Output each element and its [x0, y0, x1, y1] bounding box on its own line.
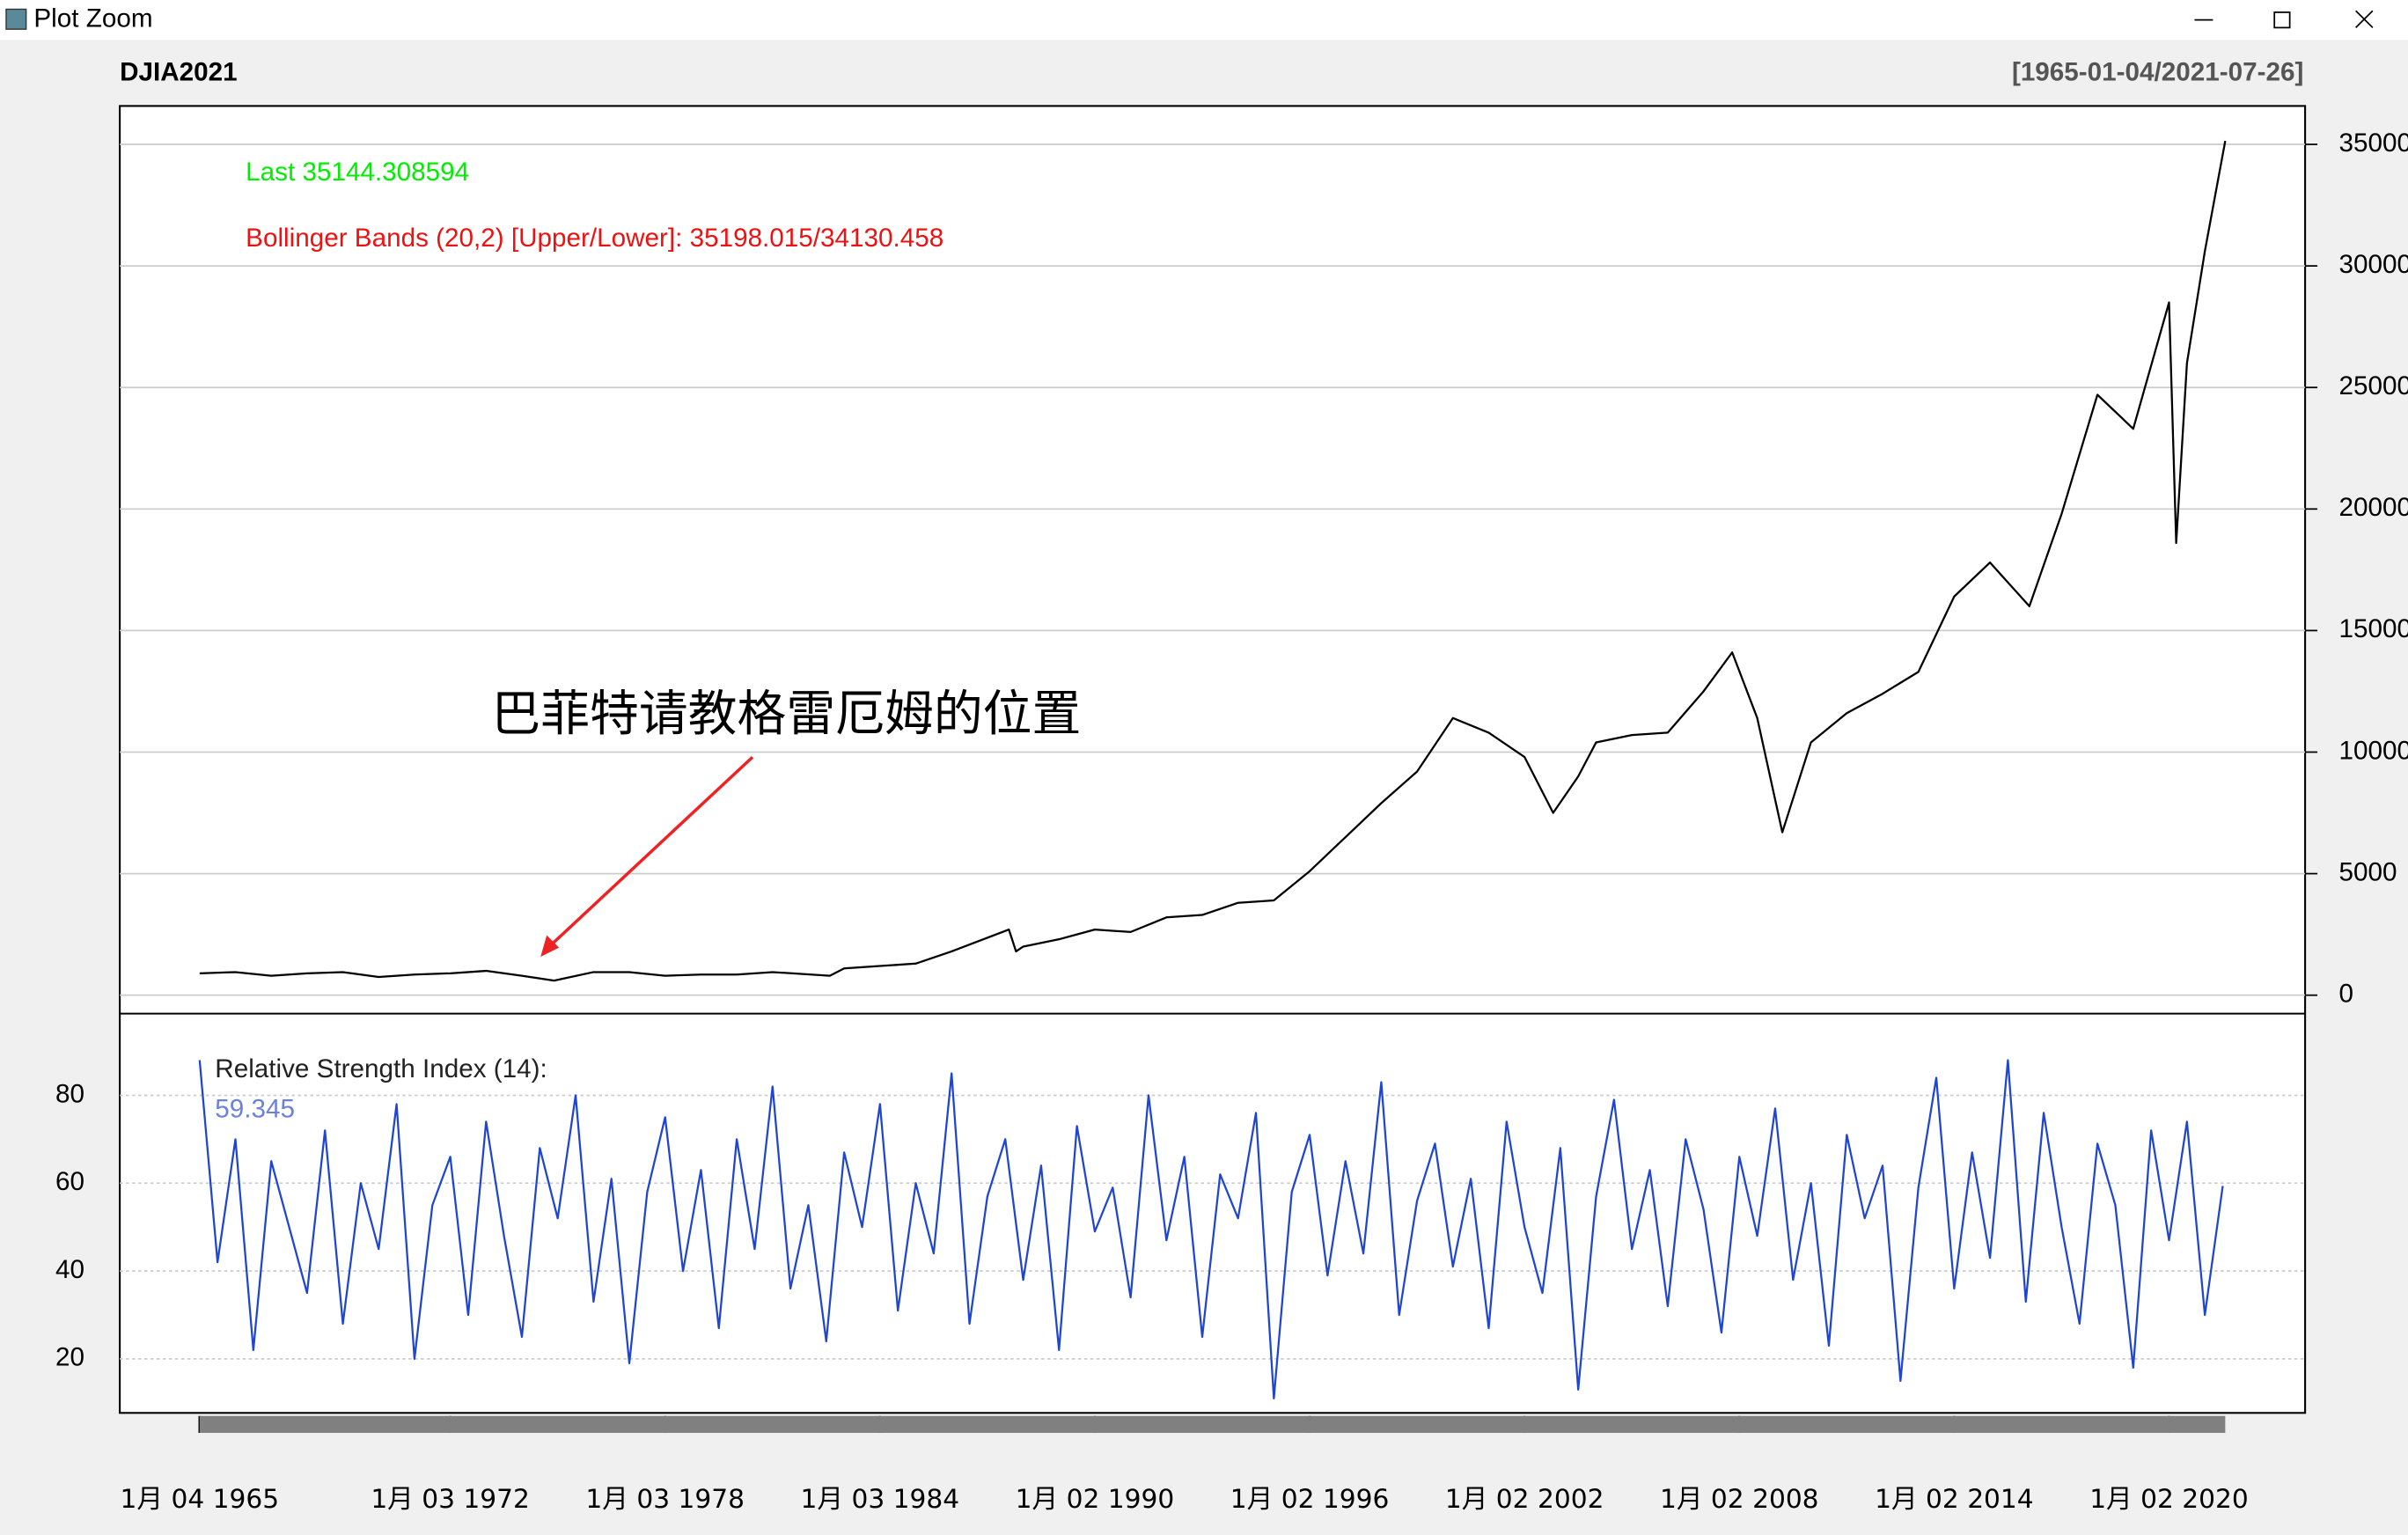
title-bar: [0, 0, 2408, 40]
y-tick-label: 35000: [2338, 129, 2408, 158]
y-tick-label: 20000: [2338, 493, 2408, 522]
data-line: [199, 140, 2227, 982]
annotation: 巴菲特请教格雷厄姆的位置: [491, 686, 1081, 743]
y-tick-label: 30000: [2338, 250, 2408, 279]
chart-subtitle: [1965-01-04/2021-07-26]: [2012, 58, 2303, 87]
window-title: Plot Zoom: [33, 4, 152, 33]
x-axis-strip: [199, 1415, 2226, 1433]
rsi-panel: 20 40 60 80 1月 04 1965 1月 03 1972 1月 03 1978 1月…: [55, 1059, 2306, 1514]
x-tick-label: 1月 04 1965: [121, 1483, 280, 1514]
chart-title: DJIA2021: [120, 58, 238, 87]
x-tick-label: 1月 03 1978: [585, 1483, 745, 1514]
y-tick-label: 5000: [2338, 857, 2397, 886]
plot-area: [119, 105, 2307, 1414]
bollinger-label: Bollinger Bands (20,2) [Upper/Lower]: 35…: [246, 224, 943, 253]
x-tick-label: 1月 02 2002: [1445, 1483, 1604, 1514]
y-tick-label: 10000: [2338, 736, 2408, 765]
x-tick-label: 1月 03 1984: [801, 1483, 960, 1514]
y-tick-label: 0: [2338, 980, 2353, 1009]
x-tick-label: 1月 02 2014: [1875, 1483, 2034, 1514]
x-tick-label: 1月 03 1972: [371, 1483, 530, 1514]
x-tick-label: 1月 02 2020: [2089, 1483, 2249, 1514]
data-line: [198, 1059, 2224, 1399]
x-tick-label: 1月 02 1996: [1230, 1483, 1390, 1514]
rsi-title: Relative Strength Index (14):: [215, 1054, 547, 1083]
rsi-value: 59.345: [215, 1094, 295, 1123]
y-tick-label: 80: [55, 1079, 84, 1108]
y-tick-label: 60: [55, 1167, 84, 1196]
y-tick-label: 15000: [2338, 614, 2408, 643]
y-tick-label: 20: [55, 1343, 84, 1372]
window-icon: [5, 8, 27, 30]
x-tick-label: 1月 02 1990: [1016, 1483, 1175, 1514]
y-tick-label: 40: [55, 1255, 84, 1284]
last-label: Last 35144.308594: [246, 158, 469, 187]
restore-button[interactable]: [2273, 11, 2291, 29]
x-tick-label: 1月 02 2008: [1660, 1483, 1819, 1514]
annotation-arrow: [547, 755, 754, 949]
arrow-head: [540, 935, 560, 958]
y-tick-label: 25000: [2338, 371, 2408, 400]
price-panel: 0 5000 10000 15000 20000 25000 30000 35000: [120, 129, 2408, 1009]
close-button[interactable]: [2355, 10, 2374, 29]
